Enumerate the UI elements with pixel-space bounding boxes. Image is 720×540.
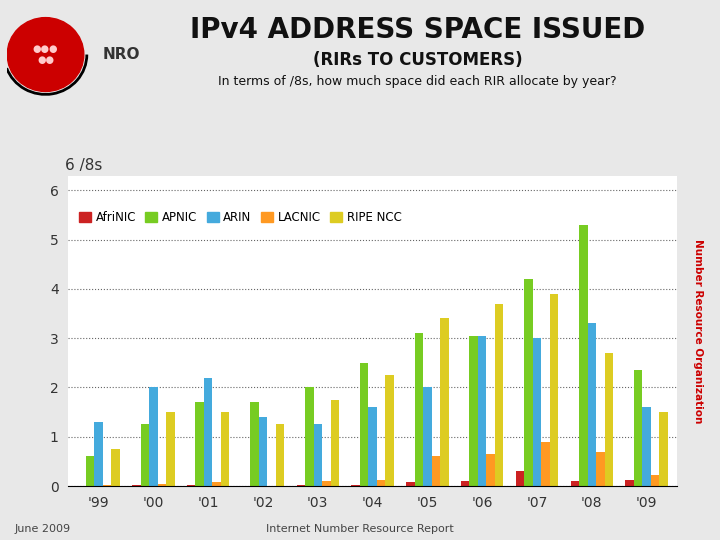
Bar (132, 485, 140, 486)
Bar (385, 375, 394, 486)
Bar (297, 485, 305, 486)
Text: NRO: NRO (103, 47, 140, 62)
Bar (469, 336, 478, 486)
Bar (330, 400, 339, 486)
Bar (94, 422, 103, 486)
Bar (588, 323, 596, 486)
Bar (596, 451, 605, 486)
Bar (187, 485, 195, 486)
Bar (86, 456, 94, 486)
Bar (322, 481, 330, 486)
Text: (RIRs TO CUSTOMERS): (RIRs TO CUSTOMERS) (312, 51, 523, 69)
Circle shape (7, 18, 84, 91)
Bar (634, 370, 642, 486)
Bar (212, 482, 221, 486)
Bar (524, 279, 533, 486)
Text: In terms of /8s, how much space did each RIR allocate by year?: In terms of /8s, how much space did each… (218, 75, 617, 87)
Bar (533, 338, 541, 486)
Text: June 2009: June 2009 (14, 523, 71, 534)
Bar (487, 454, 495, 486)
Bar (140, 424, 149, 486)
Text: 6 /8s: 6 /8s (65, 158, 102, 173)
Bar (369, 407, 377, 486)
Bar (478, 336, 487, 486)
Bar (541, 442, 550, 486)
Text: Internet Number Resource Report: Internet Number Resource Report (266, 523, 454, 534)
Bar (204, 377, 212, 486)
Bar (313, 424, 322, 486)
Bar (415, 333, 423, 486)
Bar (195, 402, 204, 486)
Bar (149, 387, 158, 486)
Bar (626, 480, 634, 486)
Bar (221, 412, 230, 486)
Bar (166, 412, 174, 486)
Bar (660, 412, 668, 486)
Bar (579, 225, 588, 486)
Bar (571, 481, 579, 486)
Text: ●●●
●●: ●●● ●● (32, 44, 58, 65)
Text: Number Resource Organization: Number Resource Organization (693, 239, 703, 423)
Bar (642, 407, 651, 486)
Bar (360, 363, 369, 486)
Bar (516, 471, 524, 486)
Bar (103, 485, 112, 486)
Bar (432, 456, 440, 486)
Bar (605, 353, 613, 486)
Bar (440, 319, 449, 486)
Bar (276, 424, 284, 486)
Bar (258, 417, 267, 486)
Bar (158, 483, 166, 486)
Bar (495, 303, 503, 486)
Text: IPv4 ADDRESS SPACE ISSUED: IPv4 ADDRESS SPACE ISSUED (190, 16, 645, 44)
Bar (112, 449, 120, 486)
Bar (305, 387, 313, 486)
Legend: AfriNIC, APNIC, ARIN, LACNIC, RIPE NCC: AfriNIC, APNIC, ARIN, LACNIC, RIPE NCC (74, 206, 406, 228)
Bar (406, 482, 415, 486)
Bar (651, 475, 660, 486)
Bar (377, 480, 385, 486)
Bar (423, 387, 432, 486)
Bar (550, 294, 558, 486)
Bar (351, 485, 360, 486)
Bar (251, 402, 258, 486)
Bar (461, 481, 469, 486)
